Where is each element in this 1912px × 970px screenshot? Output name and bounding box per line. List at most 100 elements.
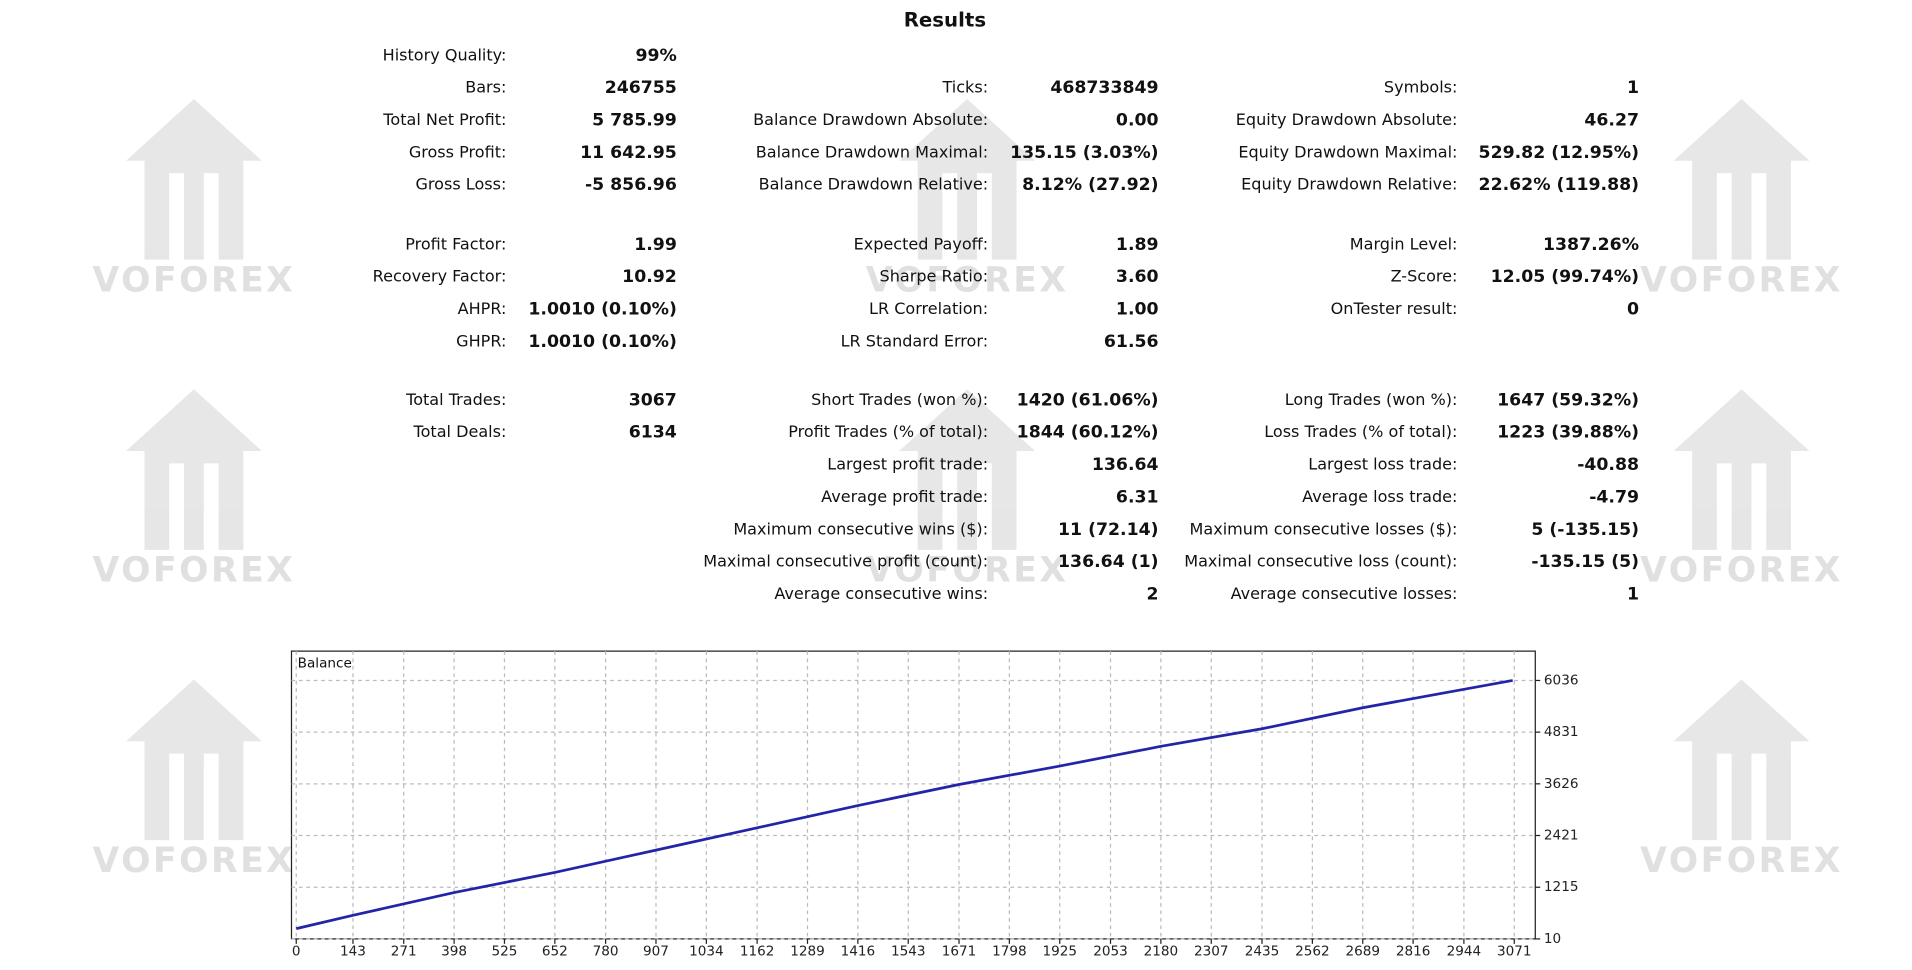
stat-value: 2 — [1147, 585, 1159, 605]
stat-label: Short Trades (won %): — [811, 390, 988, 409]
x-tick-label: 2307 — [1194, 943, 1229, 959]
y-tick-label: 3626 — [1544, 776, 1579, 792]
stat-value: -4.79 — [1589, 487, 1639, 507]
watermark-text: VOFOREX — [1640, 841, 1843, 881]
watermark: VOFOREX — [1640, 389, 1840, 591]
stat-value: -5 856.96 — [585, 175, 677, 195]
stat-label: Largest loss trade: — [1308, 455, 1457, 474]
x-tick-label: 2053 — [1093, 943, 1128, 959]
stat-label: Recovery Factor: — [373, 267, 507, 286]
stat-value: 246755 — [605, 78, 677, 98]
x-tick-label: 1543 — [891, 943, 926, 959]
x-tick-label: 780 — [593, 943, 619, 959]
watermark-text: VOFOREX — [866, 551, 1069, 591]
stat-label: Largest profit trade: — [827, 455, 988, 474]
stat-value: 99% — [635, 46, 676, 66]
stat-value: 1647 (59.32%) — [1497, 390, 1639, 410]
stat-value: 5 785.99 — [592, 111, 677, 131]
stat-value: 1844 (60.12%) — [1017, 423, 1159, 443]
stat-label: Total Trades: — [405, 390, 506, 409]
stat-label: OnTester result: — [1331, 299, 1458, 318]
stats-table: History Quality: 99% Bars: 246755 Total Net … — [373, 45, 1639, 604]
x-tick-label: 2944 — [1447, 943, 1482, 959]
stat-value: 1.89 — [1116, 235, 1159, 255]
x-tick-label: 1289 — [790, 943, 825, 959]
stat-value: 1387.26% — [1543, 235, 1639, 255]
x-tick-label: 1162 — [740, 943, 775, 959]
stat-value: 10.92 — [622, 267, 677, 287]
y-tick-label: 1215 — [1544, 879, 1579, 895]
x-tick-label: 525 — [492, 943, 518, 959]
stat-label: Maximal consecutive loss (count): — [1184, 552, 1457, 571]
stat-label: Long Trades (won %): — [1285, 390, 1458, 409]
watermark-logo — [125, 679, 262, 841]
stat-label: Average loss trade: — [1302, 487, 1457, 506]
stat-value: 11 642.95 — [580, 143, 677, 163]
stat-value: 8.12% (27.92) — [1022, 175, 1158, 195]
chart-title: Balance — [298, 655, 352, 671]
stat-label: Gross Profit: — [409, 142, 507, 161]
x-tick-label: 1925 — [1042, 943, 1077, 959]
balance-chart: 10 1215 2421 3626 4831 6036 0 143 271 398 525 652 78… — [291, 651, 1578, 959]
stat-label: Balance Drawdown Maximal: — [756, 142, 988, 161]
stat-label: Maximal consecutive profit (count): — [703, 552, 988, 571]
stat-label: AHPR: — [458, 299, 507, 318]
watermark: VOFOREX — [93, 389, 293, 591]
y-tick-label: 2421 — [1544, 828, 1579, 844]
stat-value: 1 — [1627, 78, 1639, 98]
stat-value: 6134 — [629, 423, 677, 443]
stat-value: 1223 (39.88%) — [1497, 423, 1639, 443]
stat-label: LR Standard Error: — [841, 331, 989, 350]
stat-label: Maximum consecutive losses ($): — [1190, 519, 1458, 538]
watermark: VOFOREX — [866, 99, 1066, 300]
stat-value: 1 — [1627, 585, 1639, 605]
stat-value: 46.27 — [1584, 111, 1639, 131]
watermark-logo — [1673, 389, 1810, 550]
x-tick-label: 3071 — [1497, 943, 1532, 959]
watermark-text: VOFOREX — [93, 260, 296, 300]
stat-label: Average consecutive wins: — [774, 584, 988, 603]
watermark-text: VOFOREX — [1640, 260, 1843, 300]
watermark: VOFOREX — [93, 679, 293, 881]
stat-label: Balance Drawdown Relative: — [759, 175, 989, 194]
stat-value: 22.62% (119.88) — [1479, 175, 1639, 195]
x-tick-label: 2180 — [1144, 943, 1179, 959]
stat-value: 12.05 (99.74%) — [1491, 267, 1639, 287]
x-tick-label: 2435 — [1245, 943, 1280, 959]
watermark: VOFOREX — [93, 99, 296, 300]
stat-label: Margin Level: — [1350, 234, 1458, 253]
balance-line — [295, 679, 1513, 930]
stat-label: LR Correlation: — [869, 299, 988, 318]
watermark-logo — [1673, 679, 1810, 841]
stat-value: 468733849 — [1050, 78, 1158, 98]
stat-label: Maximum consecutive wins ($): — [733, 519, 988, 538]
stat-value: 1.0010 (0.10%) — [528, 332, 676, 352]
y-tick-label: 6036 — [1544, 672, 1579, 688]
x-tick-label: 1034 — [689, 943, 724, 959]
stat-value: 1420 (61.06%) — [1017, 390, 1159, 410]
stat-value: 1.99 — [634, 235, 677, 255]
stat-label: Equity Drawdown Absolute: — [1236, 110, 1458, 129]
stat-label: Symbols: — [1384, 78, 1458, 97]
watermark: VOFOREX — [866, 389, 1069, 591]
stat-label: Ticks: — [941, 78, 988, 97]
stat-value: -135.15 (5) — [1531, 552, 1639, 572]
stat-label: Bars: — [465, 78, 506, 97]
stat-value: 135.15 (3.03%) — [1010, 143, 1158, 163]
stat-value: 5 (-135.15) — [1531, 520, 1639, 540]
stat-label: Equity Drawdown Maximal: — [1238, 142, 1457, 161]
stat-value: 3067 — [629, 390, 677, 410]
stat-value: 0 — [1627, 299, 1639, 319]
stat-value: 136.64 — [1092, 455, 1159, 475]
watermark: VOFOREX — [1640, 679, 1843, 881]
stat-label: Gross Loss: — [415, 175, 506, 194]
y-tick-label: 4831 — [1544, 724, 1579, 740]
x-tick-label: 2562 — [1295, 943, 1330, 959]
watermark-logo — [899, 389, 1036, 550]
x-tick-label: 1416 — [841, 943, 876, 959]
watermark-logo — [1673, 99, 1810, 260]
stat-value: 0.00 — [1116, 111, 1159, 131]
watermark-logo — [125, 389, 262, 550]
